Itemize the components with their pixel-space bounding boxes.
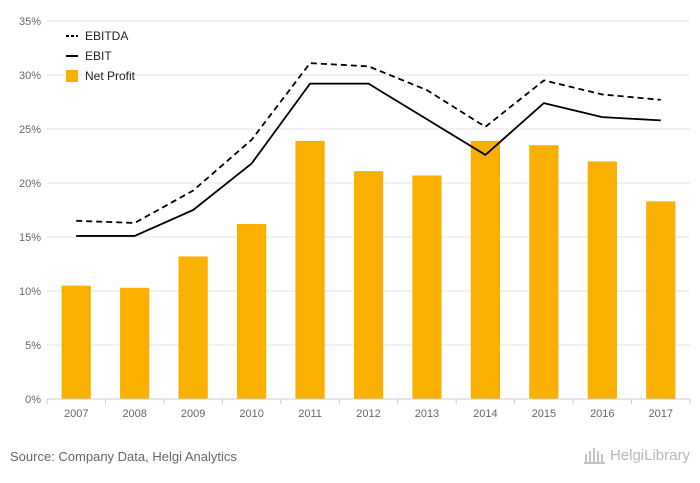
- legend: EBITDA EBIT Net Profit: [66, 29, 136, 83]
- x-tick-label: 2015: [532, 408, 556, 420]
- net-profit-bars: [61, 140, 676, 399]
- y-tick-label: 5%: [25, 340, 41, 352]
- net-profit-bar: [295, 140, 325, 399]
- y-tick-label: 0%: [25, 394, 41, 406]
- brand-name: HelgiLibrary: [609, 446, 690, 464]
- legend-swatch-net-profit: [66, 70, 78, 82]
- net-profit-bar: [120, 287, 150, 399]
- net-profit-bar: [470, 140, 501, 399]
- line-series: [76, 62, 661, 237]
- ebit-line: [76, 82, 661, 237]
- y-tick-label: 35%: [19, 16, 41, 28]
- y-tick-label: 20%: [19, 178, 41, 190]
- x-tick-label: 2014: [473, 408, 497, 420]
- ebitda-line: [76, 62, 661, 224]
- net-profit-bar: [61, 285, 91, 399]
- x-tick-label: 2010: [239, 408, 263, 420]
- brand-logo: HelgiLibrary: [583, 446, 690, 464]
- x-tick-label: 2013: [415, 408, 439, 420]
- legend-label-ebit: EBIT: [85, 49, 112, 63]
- y-tick-label: 25%: [19, 124, 41, 136]
- net-profit-bar: [236, 224, 267, 399]
- x-tick-label: 2009: [181, 408, 205, 420]
- net-profit-bar: [587, 161, 617, 399]
- net-profit-bar: [178, 256, 208, 399]
- x-tick-label: 2011: [298, 408, 322, 420]
- x-tick-label: 2017: [649, 408, 673, 420]
- legend-label-ebitda: EBITDA: [85, 29, 128, 43]
- library-icon: [583, 448, 605, 464]
- net-profit-bar: [412, 175, 442, 399]
- legend-label-net-profit: Net Profit: [85, 69, 136, 83]
- net-profit-bar: [353, 171, 384, 399]
- y-tick-label: 15%: [19, 232, 41, 244]
- y-tick-label: 30%: [19, 70, 41, 82]
- x-tick-label: 2016: [590, 408, 614, 420]
- net-profit-bar: [529, 145, 559, 399]
- axes: 0% 5% 10% 15% 20% 25% 30% 35% 2007 2008 2009 2010 20…: [19, 16, 691, 420]
- net-profit-bar: [646, 201, 676, 399]
- x-tick-label: 2012: [356, 408, 380, 420]
- x-tick-label: 2007: [64, 408, 88, 420]
- x-tick-label: 2008: [122, 408, 146, 420]
- y-tick-label: 10%: [19, 286, 41, 298]
- source-note: Source: Company Data, Helgi Analytics: [10, 449, 237, 464]
